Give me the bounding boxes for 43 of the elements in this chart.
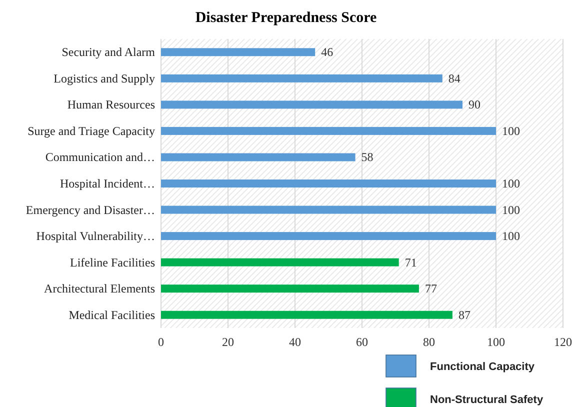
bar [161,100,462,109]
data-label: 77 [424,282,437,296]
x-tick-label: 60 [356,335,368,349]
data-label: 71 [404,255,417,270]
x-tick-label: 40 [289,335,301,349]
bar [161,258,399,266]
y-tick-label: Medical Facilities [68,308,156,322]
x-tick-label: 0 [158,335,164,349]
data-label: 58 [361,150,374,164]
y-tick-label: Hospital Vulnerability… [36,229,155,244]
data-label: 46 [321,45,334,60]
data-label: 100 [502,202,520,217]
data-label: 100 [502,176,520,190]
bar [161,310,452,319]
bar [161,74,442,82]
data-label: 90 [468,98,480,112]
y-tick-label: Architectural Elements [44,282,156,296]
data-label: 100 [502,124,520,138]
data-label: 84 [448,71,460,86]
bar [161,48,316,56]
bar [161,180,496,188]
x-tick-label: 80 [423,335,435,349]
y-tick-label: Surge and Triage Capacity [28,124,155,138]
legend-label: Non-Structural Safety [430,394,544,406]
y-tick-label: Lifeline Facilities [70,255,156,270]
x-tick-label: 100 [487,335,505,349]
y-tick-label: Security and Alarm [62,45,156,60]
y-tick-label: Emergency and Disaster… [26,202,155,217]
bar [161,232,496,240]
data-label: 87 [458,308,470,322]
bar [161,126,496,135]
chart-title: Disaster Preparedness Score [195,10,378,26]
x-tick-label: 20 [222,335,234,349]
y-tick-label: Communication and… [45,150,155,164]
legend-label: Functional Capacity [430,361,536,373]
bar [161,284,419,293]
bar [161,153,356,162]
y-tick-label: Human Resources [67,98,156,112]
bar [161,206,496,214]
y-tick-label: Logistics and Supply [54,71,155,86]
y-tick-label: Hospital Incident… [60,176,155,190]
data-label: 100 [502,229,520,244]
x-tick-label: 120 [554,335,572,349]
